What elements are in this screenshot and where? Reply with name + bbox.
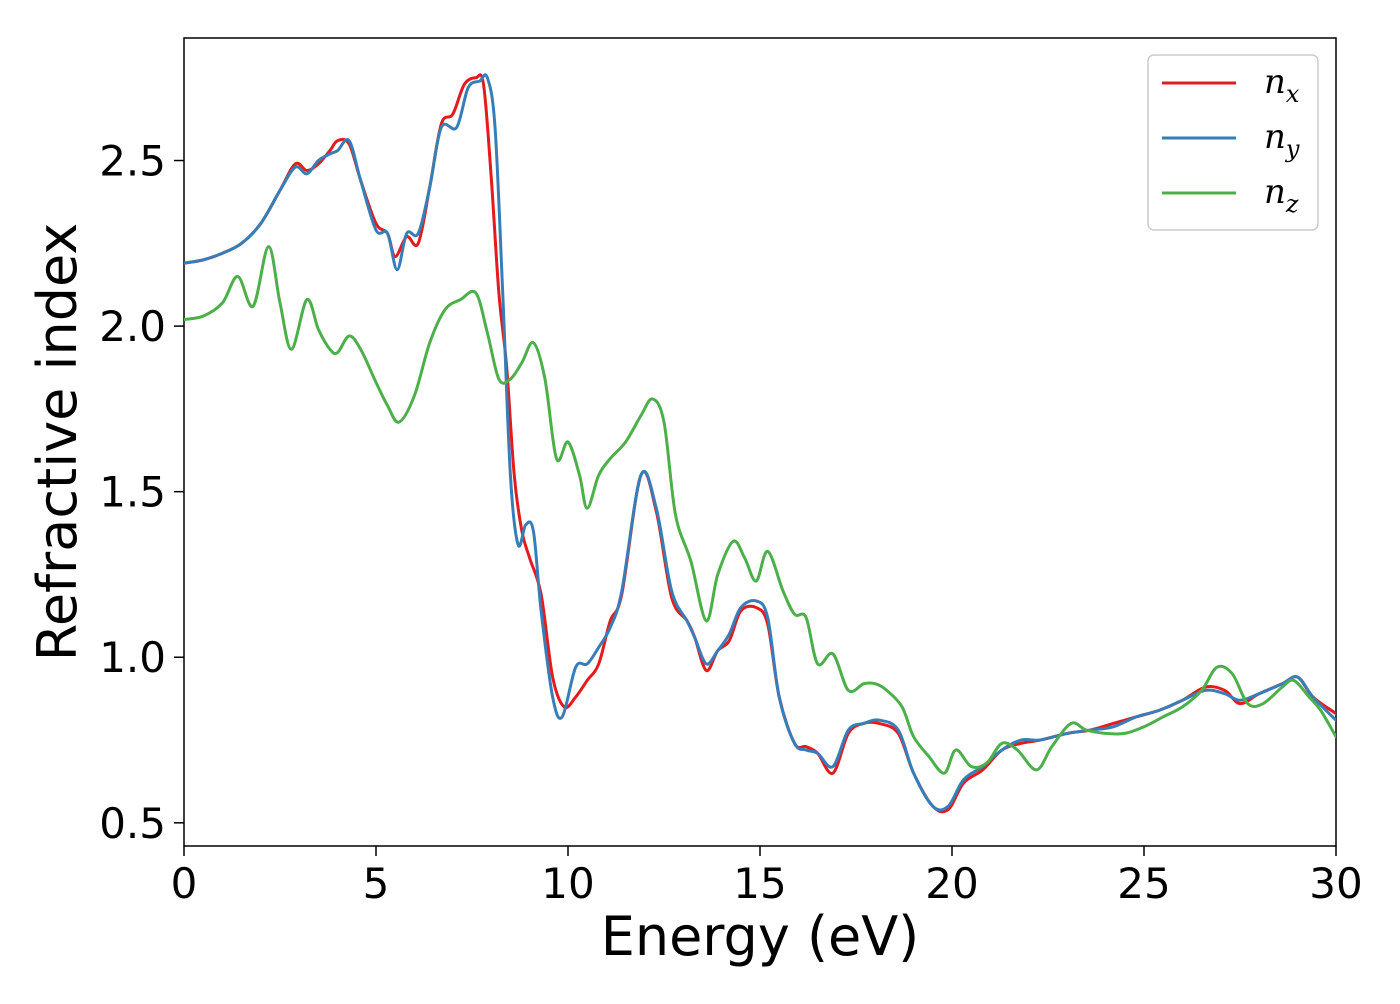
x-tick-label: 0 [171,859,198,908]
x-tick-label: 10 [541,859,594,908]
legend-entry-nx: nx [1162,62,1300,108]
x-tick-label: 15 [733,859,786,908]
y-tick-label: 0.5 [99,799,166,848]
legend-entry-ny: ny [1162,117,1300,163]
x-tick-label: 5 [363,859,390,908]
series-line-ny [184,73,1336,812]
legend-entry-nz: nz [1162,172,1299,218]
y-tick-label: 2.0 [99,302,166,351]
legend-label: nz [1264,172,1299,218]
legend-label: ny [1264,117,1300,163]
x-axis-ticks: 0 5 10 15 20 25 30 [171,846,1363,908]
series-line-nz [184,245,1336,775]
y-tick-label: 1.5 [99,468,166,517]
x-axis-label: Energy (eV) [601,905,920,968]
y-axis-ticks: 0.5 1.0 1.5 2.0 2.5 [99,137,184,848]
legend-label: nx [1264,62,1300,108]
legend-box [1147,54,1319,231]
y-tick-label: 1.0 [99,633,166,682]
x-tick-label: 25 [1117,859,1170,908]
x-tick-label: 30 [1309,859,1362,908]
y-axis-label: Refractive index [26,223,89,662]
legend: nx ny nz [1147,54,1319,231]
x-tick-label: 20 [925,859,978,908]
y-tick-label: 2.5 [99,137,166,186]
series-layer [184,73,1336,814]
